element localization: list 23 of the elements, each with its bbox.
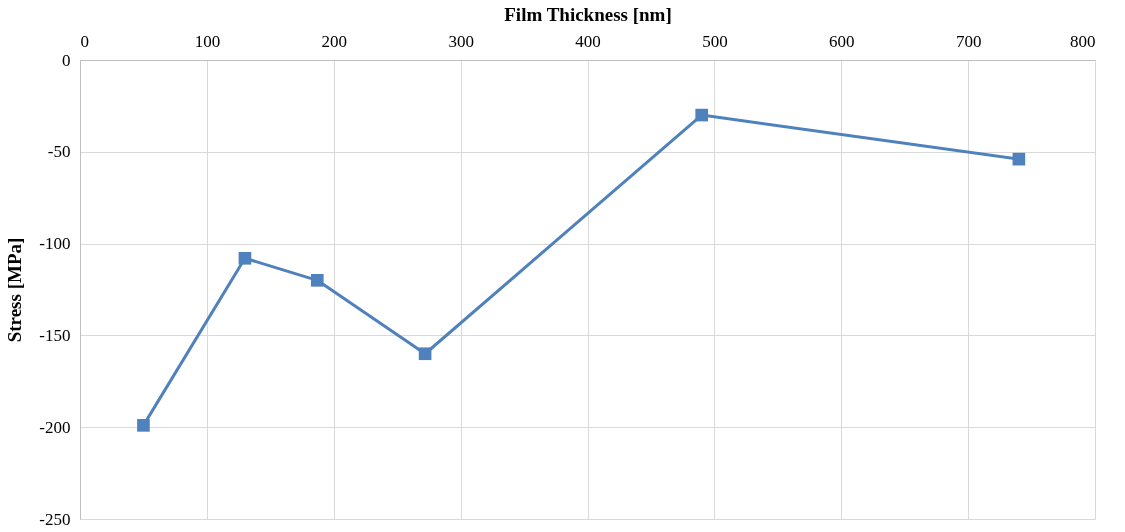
x-tick-label: 400 xyxy=(575,31,601,51)
point xyxy=(1012,152,1026,166)
x-tick-label: 700 xyxy=(955,31,982,51)
y-tick-label: -250 xyxy=(39,509,71,529)
y-tick-label: -150 xyxy=(39,325,71,345)
x-tick-label: 100 xyxy=(194,31,221,51)
point xyxy=(310,274,324,287)
point xyxy=(695,108,709,122)
point xyxy=(238,251,252,265)
x-axis-title: Film Thickness [nm] xyxy=(504,3,672,25)
x-tick-label: 500 xyxy=(702,31,728,51)
y-axis-title: Stress [MPa] xyxy=(4,237,26,343)
x-tick-label: 200 xyxy=(321,31,347,51)
x-tick-label: 300 xyxy=(448,31,474,51)
x-tick-label: 800 xyxy=(1070,31,1096,51)
y-tick-label: -100 xyxy=(39,234,71,254)
y-tick-label: -200 xyxy=(39,417,71,437)
point xyxy=(137,419,150,432)
x-tick-label: 0 xyxy=(80,31,89,51)
y-tick-label: -50 xyxy=(47,142,71,162)
x-tick-label: 600 xyxy=(829,31,855,51)
point xyxy=(418,347,432,361)
y-tick-label: 0 xyxy=(62,50,71,70)
